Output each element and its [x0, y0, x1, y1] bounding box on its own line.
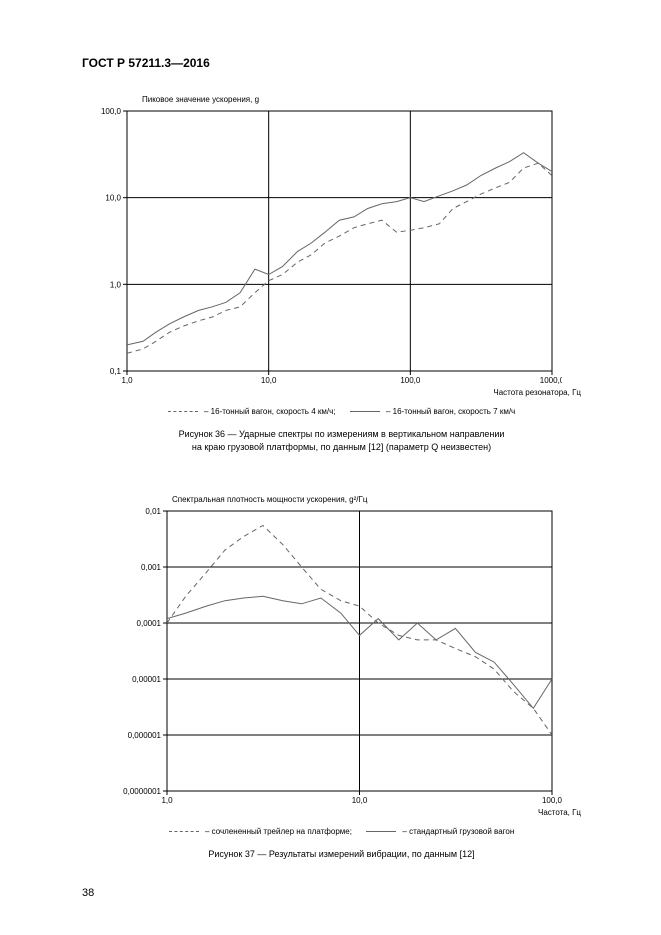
svg-text:0,00001: 0,00001	[132, 675, 161, 684]
figure-37-chart: 1,0 10,0 100,0 0,0000001 0,000001 0,00001 0,00…	[82, 506, 562, 806]
fig36-y-label: Пиковое значение ускорения, g	[142, 95, 601, 104]
caption-line: на краю грузовой платформы, по данным [1…	[192, 442, 491, 452]
legend-item: – стандартный грузовой вагон	[366, 827, 514, 836]
svg-text:1,0: 1,0	[121, 376, 133, 385]
legend-item: – 16-тонный вагон, скорость 4 км/ч;	[168, 407, 336, 416]
fig36-legend: – 16-тонный вагон, скорость 4 км/ч; – 16…	[82, 407, 601, 416]
legend-label: – стандартный грузовой вагон	[402, 827, 514, 836]
svg-text:0,000001: 0,000001	[128, 731, 162, 740]
svg-text:1000,0: 1000,0	[540, 376, 562, 385]
page-number: 38	[82, 887, 94, 899]
legend-item: – сочлененный трейлер на платформе;	[169, 827, 352, 836]
page: ГОСТ Р 57211.3—2016 Пиковое значение уск…	[0, 0, 661, 935]
fig37-caption: Рисунок 37 — Результаты измерений вибрац…	[82, 848, 601, 861]
fig37-x-label: Частота, Гц	[82, 808, 581, 817]
svg-text:100,0: 100,0	[400, 376, 421, 385]
svg-text:0,1: 0,1	[110, 367, 122, 376]
caption-line: Рисунок 37 — Результаты измерений вибрац…	[208, 849, 474, 859]
fig36-caption: Рисунок 36 — Ударные спектры по измерени…	[82, 428, 601, 453]
caption-line: Рисунок 36 — Ударные спектры по измерени…	[179, 429, 505, 439]
svg-text:0,0000001: 0,0000001	[123, 787, 161, 796]
svg-text:1,0: 1,0	[110, 280, 122, 289]
svg-text:0,001: 0,001	[141, 563, 162, 572]
figure-36-chart: 1,010,0100,01000,00,11,010,0100,0	[82, 106, 562, 386]
dash-icon	[169, 831, 199, 832]
fig37-legend: – сочлененный трейлер на платформе; – ст…	[82, 827, 601, 836]
document-header: ГОСТ Р 57211.3—2016	[82, 56, 210, 70]
figure-37-block: Спектральная плотность мощности ускорени…	[82, 495, 601, 861]
dash-icon	[168, 411, 198, 412]
svg-text:10,0: 10,0	[261, 376, 277, 385]
legend-item: – 16-тонный вагон, скорость 7 км/ч	[350, 407, 516, 416]
solid-icon	[366, 831, 396, 832]
svg-text:0,01: 0,01	[145, 507, 161, 516]
legend-label: – 16-тонный вагон, скорость 7 км/ч	[386, 407, 515, 416]
svg-text:0,0001: 0,0001	[137, 619, 162, 628]
solid-icon	[350, 411, 380, 412]
legend-label: – 16-тонный вагон, скорость 4 км/ч;	[204, 407, 335, 416]
svg-text:10,0: 10,0	[352, 796, 368, 805]
svg-text:10,0: 10,0	[105, 194, 121, 203]
svg-text:100,0: 100,0	[101, 107, 122, 116]
legend-label: – сочлененный трейлер на платформе;	[205, 827, 352, 836]
svg-text:100,0: 100,0	[542, 796, 562, 805]
svg-text:1,0: 1,0	[161, 796, 173, 805]
fig36-x-label: Частота резонатора, Гц	[82, 388, 581, 397]
fig37-y-label: Спектральная плотность мощности ускорени…	[172, 495, 601, 504]
figure-36-block: Пиковое значение ускорения, g 1,0 10,0 100…	[82, 95, 601, 453]
